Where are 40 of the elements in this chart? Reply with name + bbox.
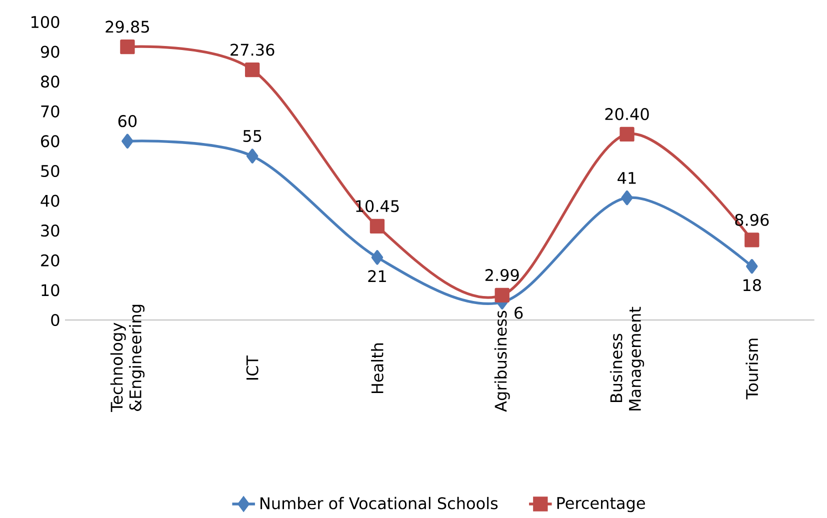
data-label: 21: [368, 270, 386, 282]
x-tick-label: Health: [371, 343, 384, 394]
point: [245, 62, 260, 78]
x-tick-label: Agribusiness: [494, 310, 510, 412]
data-label: 20.40: [605, 108, 649, 120]
data-label: 29.85: [106, 20, 149, 33]
y-tick-label: 80: [41, 76, 60, 88]
y-tick-label: 30: [41, 224, 60, 237]
x-tick-label: Technology &Engineering: [110, 304, 145, 412]
y-tick-label: 70: [41, 105, 60, 118]
data-label: 55: [243, 130, 262, 142]
x-tick-label: Business Management: [610, 306, 644, 410]
y-tick-label: 0: [51, 314, 60, 326]
point: [744, 232, 760, 248]
x-tick-label: Tourism: [746, 338, 758, 400]
data-label: 60: [118, 115, 137, 128]
y-tick-label: 90: [40, 46, 60, 58]
point: [246, 148, 258, 164]
point: [122, 134, 134, 149]
legend-label: Number of Vocational Schools: [260, 496, 498, 510]
point: [120, 39, 135, 54]
point: [494, 288, 510, 302]
data-label: 2.99: [485, 269, 519, 282]
y-tick-label: 60: [41, 135, 60, 148]
y-tick-label: 20: [41, 254, 60, 266]
data-label: 18: [743, 279, 761, 292]
y-tick-label: 40: [40, 194, 60, 207]
data-label: 27.36: [230, 44, 274, 56]
point: [371, 250, 384, 265]
legend-label: Percentage: [557, 497, 645, 512]
y-tick-label: 50: [41, 164, 60, 178]
point: [620, 126, 634, 142]
y-tick-label: 100: [32, 16, 60, 28]
point: [746, 259, 758, 274]
data-label: 41: [618, 172, 636, 184]
point: [621, 190, 633, 206]
data-label: 6: [514, 306, 523, 319]
y-tick-label: 10: [42, 284, 60, 296]
x-tick-label: ICT: [246, 355, 258, 380]
point: [370, 218, 385, 234]
